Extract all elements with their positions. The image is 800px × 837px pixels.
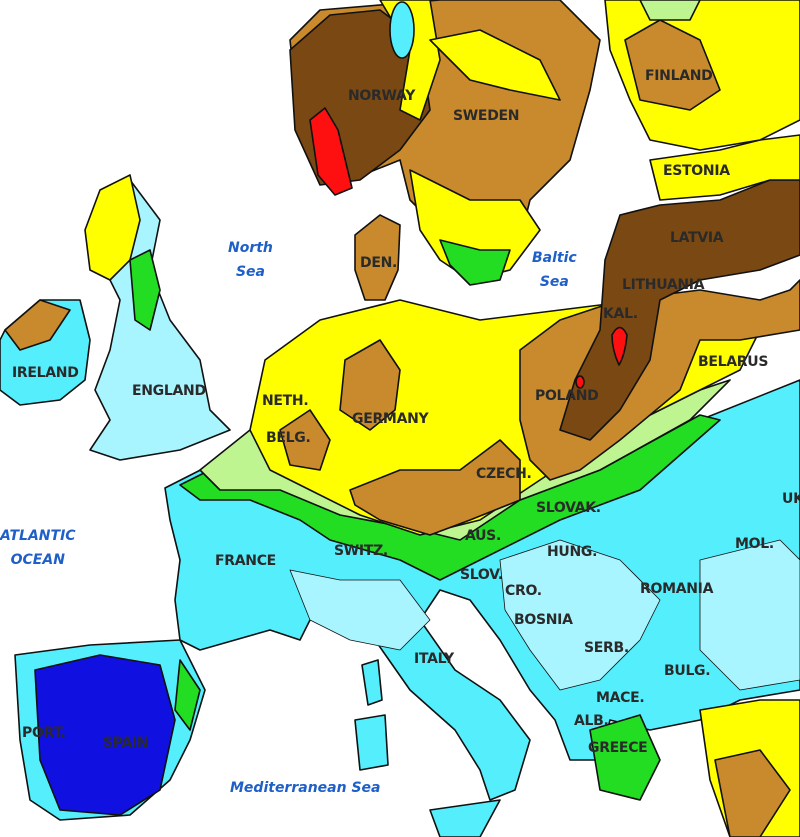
- region-romania-light: [699, 539, 800, 691]
- label-bosnia: BOSNIA: [514, 612, 573, 628]
- label-bulgaria: BULG.: [664, 663, 711, 679]
- region-spain-green: [174, 659, 201, 731]
- label-kaliningrad: KAL.: [603, 306, 638, 322]
- label-north-sea-line1: North: [228, 240, 273, 256]
- label-spain: SPAIN: [103, 735, 149, 751]
- label-moldova: MOL.: [735, 536, 774, 552]
- label-estonia: ESTONIA: [663, 163, 730, 179]
- label-france: FRANCE: [215, 553, 276, 569]
- label-greece: GREECE: [588, 740, 648, 756]
- label-baltic-sea-line1: Baltic: [532, 250, 577, 266]
- label-atlantic-line1: ATLANTIC: [0, 528, 76, 544]
- label-austria: AUS.: [465, 528, 501, 544]
- label-belarus: BELARUS: [698, 354, 769, 370]
- label-italy: ITALY: [414, 651, 454, 667]
- label-sweden: SWEDEN: [453, 108, 520, 124]
- region-germany-lightbrown: [349, 439, 521, 536]
- label-macedonia: MACE.: [596, 690, 645, 706]
- region-germany-north-brown: [339, 339, 401, 431]
- label-finland: FINLAND: [645, 68, 713, 84]
- label-atlantic-line2: OCEAN: [10, 552, 65, 568]
- region-spain-darkblue: [34, 654, 176, 816]
- label-serbia: SERB.: [584, 640, 629, 656]
- label-latvia: LATVIA: [670, 230, 724, 246]
- region-poland-red: [575, 375, 585, 389]
- region-baltics-darkbrown: [559, 179, 800, 441]
- label-croatia: CRO.: [505, 583, 542, 599]
- label-north-sea-line2: Sea: [235, 264, 265, 280]
- region-balkans-light: [499, 539, 661, 691]
- label-romania: ROMANIA: [640, 581, 714, 597]
- label-czech: CZECH.: [476, 466, 532, 482]
- label-hungary: HUNG.: [547, 544, 598, 560]
- region-sardinia: [354, 714, 389, 771]
- region-kaliningrad-red: [611, 326, 628, 366]
- region-norway-cyan-peak: [389, 1, 415, 59]
- label-netherlands: NETH.: [262, 393, 309, 409]
- label-norway: NORWAY: [348, 88, 416, 104]
- region-finland-lightgreen: [639, 0, 701, 21]
- label-baltic-sea-line2: Sea: [539, 274, 569, 290]
- region-sweden-yellow: [429, 29, 561, 101]
- label-portugal: PORT.: [22, 725, 66, 741]
- label-germany: GERMANY: [352, 411, 429, 427]
- region-ireland-brown: [4, 299, 71, 351]
- region-norway-red: [309, 107, 353, 196]
- region-scotland-green: [129, 249, 161, 331]
- region-greece: [589, 714, 661, 801]
- region-turkey-brown: [714, 749, 791, 837]
- label-ukraine: UK: [782, 491, 800, 507]
- region-sicily: [429, 799, 501, 837]
- label-mediterranean-sea: Mediterranean Sea: [230, 780, 381, 796]
- label-baltic-sea: Baltic Sea: [532, 246, 577, 294]
- label-north-sea: North Sea: [228, 236, 273, 284]
- label-slovakia: SLOVAK.: [536, 500, 601, 516]
- label-belgium: BELG.: [266, 430, 311, 446]
- label-slovenia: SLOV.: [460, 567, 503, 583]
- region-france-light: [289, 569, 431, 651]
- label-poland: POLAND: [535, 388, 599, 404]
- region-belgium-lightbrown: [279, 409, 331, 471]
- region-estonia-yellow: [649, 134, 800, 201]
- label-atlantic-ocean: ATLANTIC OCEAN: [0, 524, 76, 572]
- label-lithuania: LITHUANIA: [622, 277, 705, 293]
- region-corsica: [361, 659, 383, 706]
- region-scotland-yellow: [84, 174, 141, 281]
- label-switzerland: SWITZ.: [334, 543, 388, 559]
- label-albania: ALB.: [574, 713, 609, 729]
- label-england: ENGLAND: [132, 383, 206, 399]
- label-ireland: IRELAND: [12, 365, 79, 381]
- region-denmark: [354, 214, 401, 301]
- region-sweden-green: [439, 239, 511, 286]
- label-denmark: DEN.: [360, 255, 398, 271]
